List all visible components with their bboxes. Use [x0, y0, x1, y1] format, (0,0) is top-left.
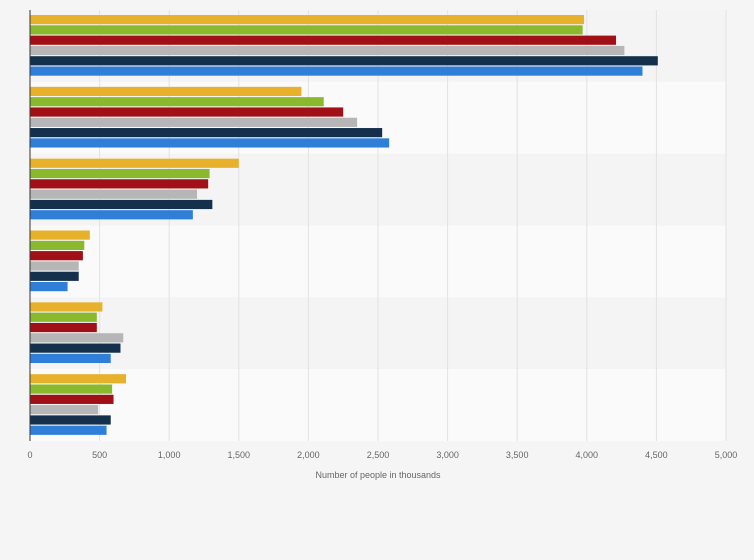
- bar-cat6-series4[interactable]: [30, 405, 99, 415]
- x-axis-title: Number of people in thousands: [315, 470, 441, 480]
- bar-cat1-series6[interactable]: [30, 66, 643, 76]
- bar-cat3-series2[interactable]: [30, 168, 210, 179]
- bar-cat3-series4[interactable]: [30, 189, 198, 199]
- bar-cat5-series6[interactable]: [30, 353, 111, 364]
- bar-cat5-series3[interactable]: [30, 322, 97, 333]
- bar-cat3-series5[interactable]: [30, 199, 213, 210]
- bar-cat1-series3[interactable]: [30, 35, 617, 45]
- gridlines: [99, 10, 727, 441]
- bar-cat4-series3[interactable]: [30, 251, 83, 261]
- bar-cat5-series4[interactable]: [30, 333, 124, 343]
- bar-cat5-series2[interactable]: [30, 312, 97, 322]
- bar-cat2-series6[interactable]: [30, 138, 390, 148]
- bar-cat2-series4[interactable]: [30, 117, 358, 127]
- bar-cat4-series2[interactable]: [30, 240, 85, 250]
- x-tick-label: 2,000: [297, 450, 320, 460]
- bar-cat2-series3[interactable]: [30, 107, 344, 117]
- x-tick-label: 3,000: [436, 450, 459, 460]
- x-tick-label: 4,500: [645, 450, 668, 460]
- bar-cat5-series1[interactable]: [30, 302, 103, 312]
- bars: [30, 15, 658, 435]
- bar-cat2-series1[interactable]: [30, 86, 302, 97]
- bar-cat6-series1[interactable]: [30, 374, 127, 384]
- x-tick-label: 1,500: [228, 450, 251, 460]
- bar-cat4-series4[interactable]: [30, 261, 79, 271]
- x-tick-label: 4,000: [576, 450, 599, 460]
- bar-cat4-series1[interactable]: [30, 230, 90, 240]
- bar-cat3-series6[interactable]: [30, 210, 193, 220]
- x-tick-label: 500: [92, 450, 107, 460]
- bar-cat6-series6[interactable]: [30, 425, 107, 435]
- bar-cat5-series5[interactable]: [30, 343, 121, 353]
- x-tick-label: 3,500: [506, 450, 529, 460]
- bar-cat2-series5[interactable]: [30, 128, 383, 138]
- x-tick-label: 1,000: [158, 450, 181, 460]
- bar-cat4-series6[interactable]: [30, 282, 68, 292]
- bar-cat6-series2[interactable]: [30, 384, 113, 394]
- bar-cat2-series2[interactable]: [30, 97, 324, 107]
- x-tick-label: 5,000: [715, 450, 738, 460]
- bar-cat1-series5[interactable]: [30, 56, 658, 66]
- bar-cat6-series3[interactable]: [30, 394, 114, 404]
- bar-cat1-series1[interactable]: [30, 15, 585, 25]
- bar-cat6-series5[interactable]: [30, 415, 111, 425]
- bar-cat3-series3[interactable]: [30, 179, 209, 189]
- x-tick-label: 2,500: [367, 450, 390, 460]
- bar-cat4-series5[interactable]: [30, 271, 79, 281]
- x-tick-labels: 0 500 1,000 1,500 2,000 2,500 3,000 3,500 4,000 4…: [27, 450, 737, 460]
- bar-cat1-series4[interactable]: [30, 45, 625, 56]
- bar-cat1-series2[interactable]: [30, 25, 583, 35]
- bar-cat3-series1[interactable]: [30, 158, 239, 168]
- x-tick-label: 0: [27, 450, 32, 460]
